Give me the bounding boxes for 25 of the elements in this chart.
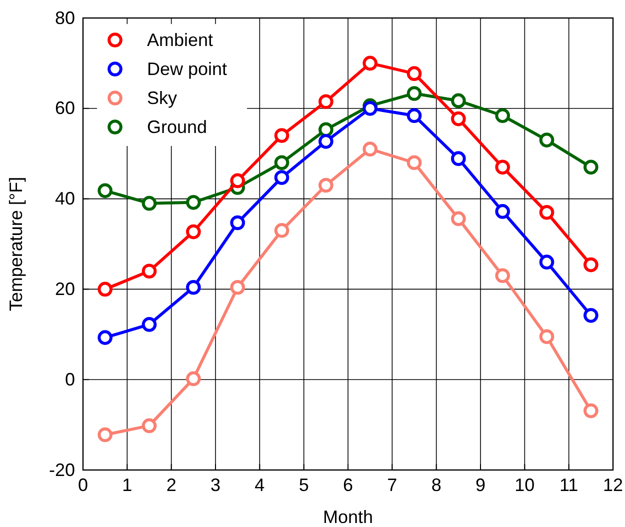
x-tick-label: 3 bbox=[210, 474, 221, 495]
x-tick-label: 9 bbox=[475, 474, 486, 495]
y-axis-title: Temperature [°F] bbox=[6, 176, 26, 312]
y-tick-label: 80 bbox=[54, 8, 75, 28]
x-tick-label: 5 bbox=[298, 474, 309, 495]
legend-label: Ambient bbox=[147, 30, 214, 50]
x-tick-label: 4 bbox=[254, 474, 265, 495]
x-tick-label: 7 bbox=[387, 474, 398, 495]
legend-label: Sky bbox=[147, 88, 178, 108]
x-tick-label: 11 bbox=[559, 474, 578, 495]
x-axis-title: Month bbox=[322, 507, 374, 527]
legend-label: Dew point bbox=[147, 59, 228, 79]
x-tick-label: 10 bbox=[514, 474, 535, 495]
y-tick-label: 60 bbox=[54, 98, 75, 118]
x-tick-label: 8 bbox=[431, 474, 442, 495]
x-tick-label: 2 bbox=[166, 474, 176, 495]
x-tick-label: 1 bbox=[122, 474, 132, 495]
y-tick-label: 20 bbox=[54, 278, 75, 299]
x-tick-label: 6 bbox=[342, 474, 354, 495]
y-tick-label: 0 bbox=[64, 369, 75, 390]
y-tick-label: -20 bbox=[48, 460, 75, 480]
x-tick-label: 0 bbox=[78, 474, 88, 495]
y-tick-label: 40 bbox=[54, 188, 75, 209]
x-tick-label: 12 bbox=[602, 474, 624, 495]
legend-label: Ground bbox=[147, 117, 208, 137]
